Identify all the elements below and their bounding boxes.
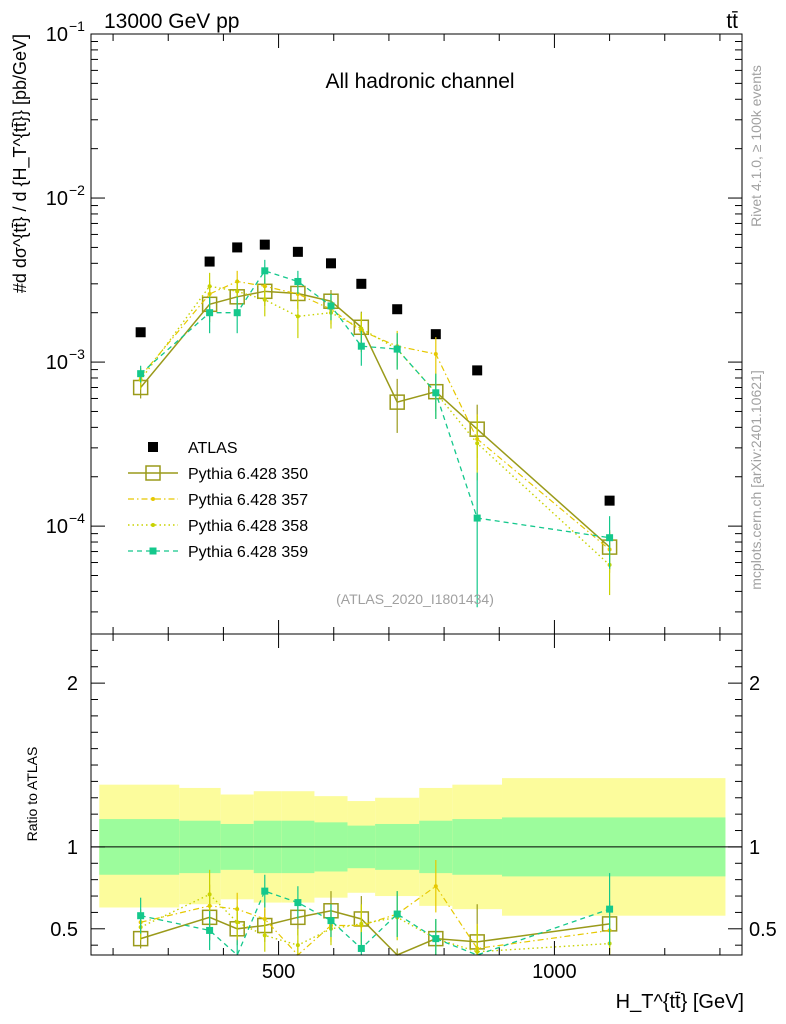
- main-series: [132, 239, 618, 608]
- ratio-point-p359: [432, 935, 440, 943]
- main-axes: 10−110−210−310−4: [46, 18, 742, 634]
- series-atlas: [135, 239, 615, 506]
- point-p359: [261, 267, 269, 275]
- ratio-point-p359: [327, 917, 335, 925]
- point-p358: [235, 289, 240, 294]
- y-tick-label: 10: [46, 24, 68, 46]
- point-p350: [389, 394, 405, 410]
- legend-label-atlas: ATLAS: [188, 440, 238, 457]
- ratio-point-p359: [606, 905, 614, 913]
- legend-label-p357: Pythia 6.428 357: [188, 492, 308, 509]
- ratio-axes: 0.5 0.5 1 1 2 2 500 1000: [50, 634, 777, 983]
- legend-item-p358: Pythia 6.428 358: [128, 518, 308, 535]
- ratio-line-p358: [140, 893, 610, 953]
- energy-label: 13000 GeV pp: [104, 10, 239, 33]
- point-atlas: [204, 256, 215, 267]
- legend-marker-p357: [151, 497, 155, 501]
- chart-title: All hadronic channel: [325, 70, 514, 93]
- point-p359: [206, 309, 214, 317]
- ratio-point-p359: [393, 910, 401, 918]
- point-p358: [295, 314, 300, 319]
- legend-marker-p358: [151, 523, 155, 527]
- legend-marker-p350: [145, 465, 161, 481]
- point-p359: [137, 370, 145, 378]
- process-label: tt̄: [726, 10, 738, 33]
- main-y-axis-label: #d dσ^{tt̄} / d {H_T^{tt̄}} [pb/GeV]: [10, 34, 31, 293]
- point-p359: [393, 345, 401, 353]
- series-line-p357: [140, 280, 610, 550]
- ratio-y-axis-label: Ratio to ATLAS: [24, 747, 40, 842]
- legend-label-p359: Pythia 6.428 359: [188, 544, 308, 561]
- ratio-series-p359: [137, 873, 614, 957]
- legend-item-atlas: ATLAS: [148, 440, 238, 457]
- point-atlas: [259, 239, 270, 250]
- mcplots-label: mcplots.cern.ch [arXiv:2401.10621]: [748, 370, 764, 589]
- point-p359: [473, 514, 481, 522]
- point-p358: [475, 441, 480, 446]
- legend: ATLAS Pythia 6.428 350 Pythia 6.428 357 Pyt…: [128, 440, 308, 561]
- x-tick-label: 1000: [532, 961, 577, 983]
- ratio-y-tick-label-right: 0.5: [749, 919, 777, 941]
- ratio-point-p358: [295, 943, 300, 948]
- y-tick-label: 10: [46, 516, 68, 538]
- point-p357: [433, 352, 438, 357]
- point-atlas: [430, 329, 441, 340]
- ratio-point-p359: [206, 926, 214, 934]
- point-p359: [327, 302, 335, 310]
- ratio-point-p358: [475, 949, 480, 954]
- y-tick-exponent: −4: [69, 510, 85, 526]
- ratio-y-tick-label: 0.5: [50, 919, 78, 941]
- point-atlas: [232, 242, 243, 253]
- ratio-point-p357: [433, 884, 438, 889]
- ratio-y-tick-label: 1: [67, 837, 78, 859]
- ratio-point-p358: [207, 892, 212, 897]
- series-p359: [137, 259, 614, 608]
- ratio-point-p359: [294, 899, 302, 907]
- point-atlas: [292, 246, 303, 257]
- reference-label: (ATLAS_2020_I1801434): [336, 591, 494, 607]
- x-tick-label: 500: [262, 961, 295, 983]
- legend-marker-atlas: [148, 442, 158, 452]
- legend-item-p350: Pythia 6.428 350: [128, 465, 308, 483]
- legend-marker-p359: [149, 547, 157, 555]
- point-atlas: [356, 278, 367, 289]
- point-p359: [294, 277, 302, 285]
- ratio-y-tick-label-right: 1: [749, 837, 760, 859]
- point-atlas: [604, 495, 615, 506]
- ratio-point-p359: [261, 887, 269, 895]
- x-axis-label: H_T^{tt̄} [GeV]: [616, 991, 744, 1013]
- ratio-series: [132, 860, 618, 957]
- y-tick-label: 10: [46, 188, 68, 210]
- ratio-point-p358: [262, 933, 267, 938]
- legend-item-p359: Pythia 6.428 359: [128, 544, 308, 561]
- y-tick-label: 10: [46, 352, 68, 374]
- point-p358: [207, 284, 212, 289]
- ratio-point-p359: [137, 912, 145, 920]
- point-p359: [233, 309, 241, 317]
- point-atlas: [325, 258, 336, 269]
- point-p358: [262, 297, 267, 302]
- legend-item-p357: Pythia 6.428 357: [128, 492, 308, 509]
- point-atlas: [135, 327, 146, 338]
- point-atlas: [392, 304, 403, 315]
- point-p358: [359, 326, 364, 331]
- point-p359: [432, 389, 440, 397]
- ratio-y-tick-label: 2: [67, 673, 78, 695]
- y-tick-exponent: −2: [69, 182, 85, 198]
- point-atlas: [472, 365, 483, 376]
- point-p359: [357, 342, 365, 350]
- legend-label-p358: Pythia 6.428 358: [188, 518, 308, 535]
- ratio-point-p359: [357, 944, 365, 952]
- ratio-point-p358: [359, 921, 364, 926]
- ratio-point-p358: [235, 920, 240, 925]
- y-tick-exponent: −1: [69, 18, 85, 34]
- y-tick-exponent: −3: [69, 346, 85, 362]
- ratio-plot-frame: [90, 633, 743, 956]
- point-p359: [606, 534, 614, 542]
- ratio-y-tick-label-right: 2: [749, 673, 760, 695]
- rivet-label: Rivet 4.1.0, ≥ 100k events: [748, 65, 764, 227]
- legend-label-p350: Pythia 6.428 350: [188, 466, 308, 483]
